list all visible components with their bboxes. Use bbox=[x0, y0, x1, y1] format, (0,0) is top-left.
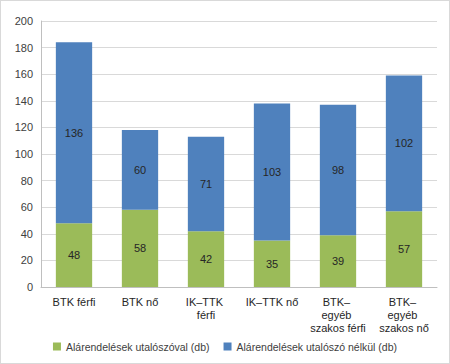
svg-text:98: 98 bbox=[332, 164, 344, 176]
svg-text:60: 60 bbox=[21, 201, 33, 213]
svg-text:BTK–: BTK– bbox=[389, 296, 420, 308]
svg-text:BTK–: BTK– bbox=[323, 296, 354, 308]
svg-text:egyéb: egyéb bbox=[387, 309, 420, 321]
svg-text:39: 39 bbox=[332, 255, 344, 267]
svg-text:160: 160 bbox=[15, 68, 33, 80]
svg-text:szakos nő: szakos nő bbox=[379, 322, 429, 334]
svg-text:35: 35 bbox=[266, 258, 278, 270]
svg-text:60: 60 bbox=[134, 164, 146, 176]
svg-text:58: 58 bbox=[134, 242, 146, 254]
svg-text:Alárendelések utalószóval (db): Alárendelések utalószóval (db) bbox=[66, 341, 210, 353]
svg-text:200: 200 bbox=[15, 15, 33, 27]
svg-text:BTK nő: BTK nő bbox=[122, 296, 159, 308]
svg-text:57: 57 bbox=[398, 243, 410, 255]
svg-text:180: 180 bbox=[15, 42, 33, 54]
svg-text:IK–TTK: IK–TTK bbox=[186, 296, 226, 308]
svg-text:40: 40 bbox=[21, 228, 33, 240]
svg-text:48: 48 bbox=[68, 249, 80, 261]
svg-text:120: 120 bbox=[15, 121, 33, 133]
svg-text:100: 100 bbox=[15, 148, 33, 160]
svg-text:136: 136 bbox=[65, 127, 83, 139]
svg-text:0: 0 bbox=[27, 281, 33, 293]
svg-text:BTK férfi: BTK férfi bbox=[53, 296, 96, 308]
svg-text:egyéb: egyéb bbox=[321, 309, 354, 321]
svg-text:szakos férfi: szakos férfi bbox=[310, 322, 366, 334]
svg-text:103: 103 bbox=[263, 166, 281, 178]
svg-text:80: 80 bbox=[21, 175, 33, 187]
svg-text:102: 102 bbox=[395, 137, 413, 149]
svg-text:140: 140 bbox=[15, 95, 33, 107]
svg-text:71: 71 bbox=[200, 178, 212, 190]
svg-text:férfi: férfi bbox=[197, 309, 215, 321]
svg-text:Alárendelések utalószó nélkül: Alárendelések utalószó nélkül (db) bbox=[237, 341, 398, 353]
svg-text:20: 20 bbox=[21, 254, 33, 266]
svg-text:IK–TTK nő: IK–TTK nő bbox=[246, 296, 299, 308]
svg-text:42: 42 bbox=[200, 253, 212, 265]
